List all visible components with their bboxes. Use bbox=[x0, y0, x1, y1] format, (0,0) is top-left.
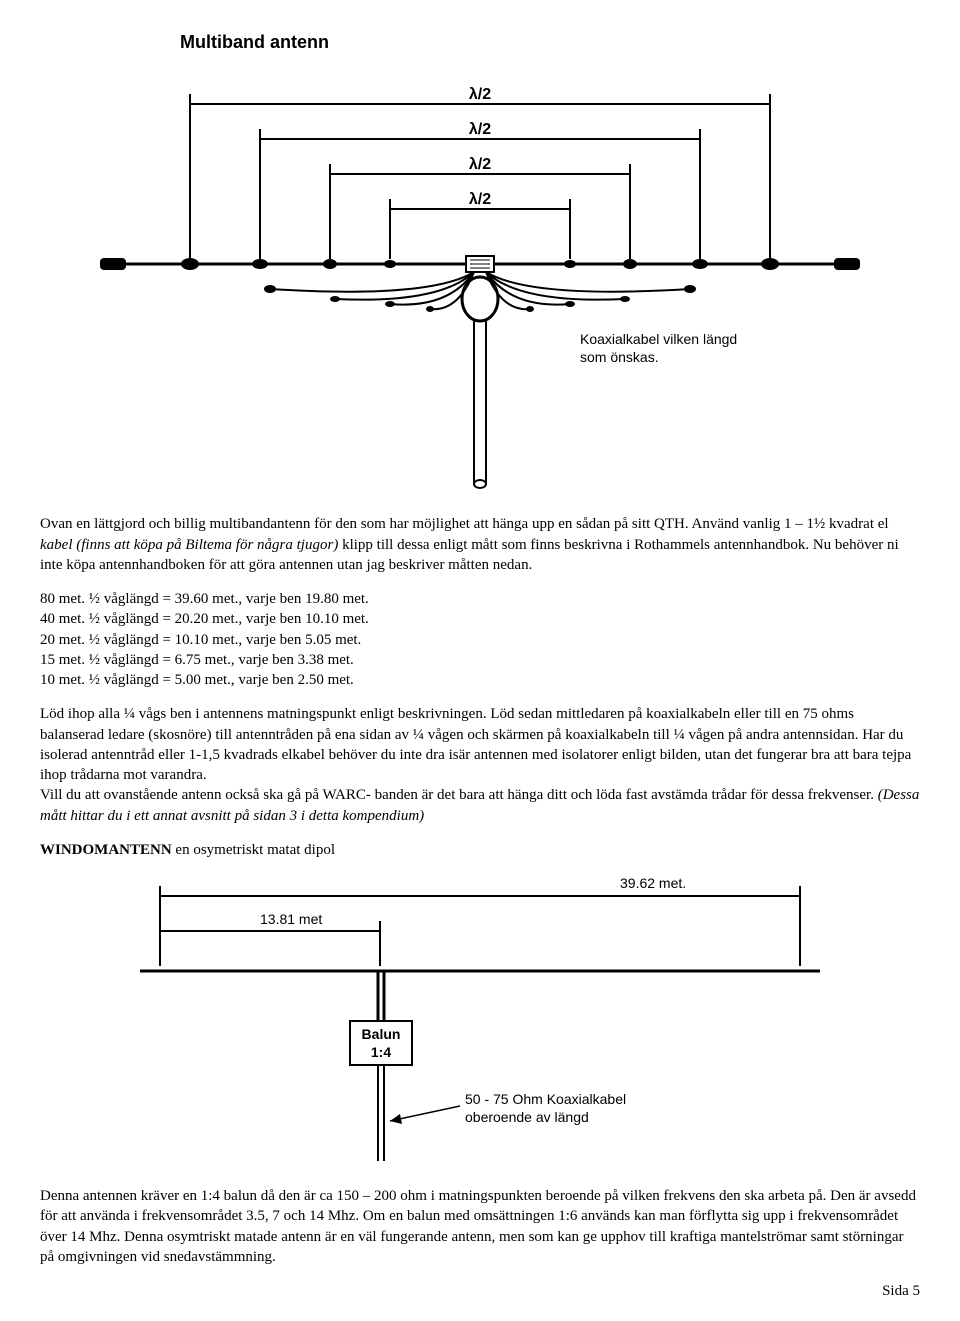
measurement-list: 80 met. ½ våglängd = 39.60 met., varje b… bbox=[40, 589, 920, 690]
intro-text-italic: kabel (finns att köpa på Biltema för någ… bbox=[40, 537, 338, 553]
windom-total-label: 39.62 met. bbox=[620, 875, 686, 891]
intro-text-a: Ovan en lättgjord och billig multibandan… bbox=[40, 516, 889, 532]
measurement-row: 20 met. ½ våglängd = 10.10 met., varje b… bbox=[40, 630, 920, 650]
balun-label-1: Balun bbox=[362, 1026, 401, 1042]
diagram1-caption-l2: som önskas. bbox=[580, 349, 659, 365]
para2-b: Vill du att ovanstående antenn också ska… bbox=[40, 787, 878, 803]
lambda-label-4: λ/2 bbox=[469, 191, 491, 208]
windom-heading: WINDOMANTENN en osymetriskt matat dipol bbox=[40, 840, 920, 860]
multiband-antenna-diagram: λ/2 λ/2 λ/2 λ/2 bbox=[70, 64, 890, 494]
intro-paragraph: Ovan en lättgjord och billig multibandan… bbox=[40, 514, 920, 575]
page-footer: Sida 5 bbox=[40, 1281, 920, 1301]
diagram1-title: Multiband antenn bbox=[180, 30, 920, 54]
diagram1-caption-l1: Koaxialkabel vilken längd bbox=[580, 331, 737, 347]
balun-label-2: 1:4 bbox=[371, 1044, 391, 1060]
coax-label-1: 50 - 75 Ohm Koaxialkabel bbox=[465, 1091, 626, 1107]
build-instructions: Löd ihop alla ¼ vågs ben i antennens mat… bbox=[40, 704, 920, 826]
lambda-label-1: λ/2 bbox=[469, 86, 491, 103]
windom-head-rest: en osymetriskt matat dipol bbox=[172, 842, 335, 858]
coax-label-2: oberoende av längd bbox=[465, 1109, 589, 1125]
windom-short-label: 13.81 met bbox=[260, 911, 322, 927]
windom-paragraph: Denna antennen kräver en 1:4 balun då de… bbox=[40, 1186, 920, 1267]
lambda-label-2: λ/2 bbox=[469, 121, 491, 138]
measurement-row: 10 met. ½ våglängd = 5.00 met., varje be… bbox=[40, 670, 920, 690]
windom-head-bold: WINDOMANTENN bbox=[40, 842, 172, 858]
windom-antenna-diagram: 39.62 met. 13.81 met Balun 1:4 50 - 75 O… bbox=[100, 866, 860, 1166]
measurement-row: 15 met. ½ våglängd = 6.75 met., varje be… bbox=[40, 650, 920, 670]
measurement-row: 40 met. ½ våglängd = 20.20 met., varje b… bbox=[40, 609, 920, 629]
lambda-label-3: λ/2 bbox=[469, 156, 491, 173]
measurement-row: 80 met. ½ våglängd = 39.60 met., varje b… bbox=[40, 589, 920, 609]
para2-a: Löd ihop alla ¼ vågs ben i antennens mat… bbox=[40, 706, 911, 783]
